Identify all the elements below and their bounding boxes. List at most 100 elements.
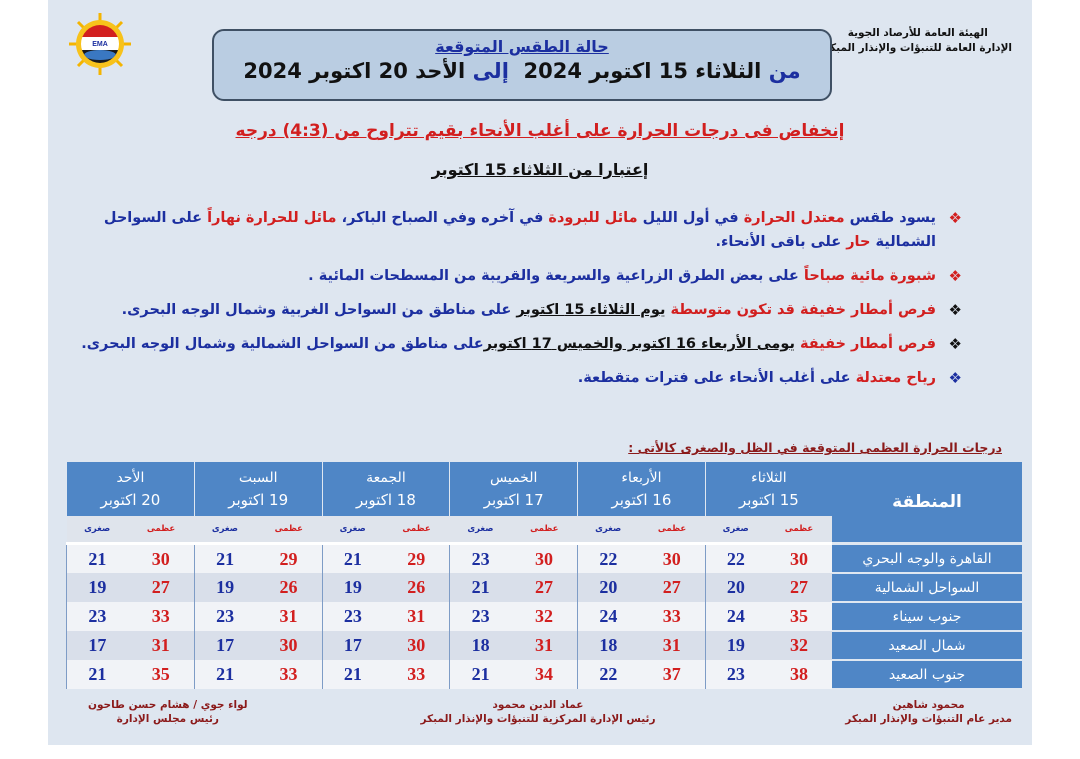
min-temp: 22: [704, 543, 766, 573]
max-temp: 35: [127, 660, 195, 689]
min-label: صغرى: [705, 516, 766, 545]
max-label: عظمى: [383, 516, 450, 545]
bullet-text: فرص أمطار خفيفة قد تكون متوسطة: [665, 302, 936, 318]
day-name: الثلاثاء: [751, 470, 787, 486]
min-temp: 17: [321, 631, 384, 660]
max-label: عظمى: [638, 516, 706, 545]
max-temp: 33: [383, 660, 450, 689]
min-temp: 23: [321, 602, 384, 631]
org-department: الإدارة العامة للتنبؤات والإنذار المبكر: [823, 42, 1012, 54]
min-temp: 24: [704, 602, 766, 631]
min-temp: 18: [577, 631, 639, 660]
min-temp: 23: [449, 602, 511, 631]
max-temp: 27: [127, 573, 195, 602]
to-label: إلى: [472, 59, 509, 83]
bullet-item: ❖ فرص أمطار خفيفة يومى الأربعاء 16 اكتوبر…: [66, 332, 962, 356]
bullet-diamond-icon: ❖: [948, 335, 962, 353]
max-temp: 29: [255, 543, 323, 573]
bullet-diamond-icon: ❖: [948, 369, 962, 387]
max-temp: 29: [383, 543, 450, 573]
min-temp: 23: [704, 660, 766, 689]
min-temp: 19: [65, 573, 128, 602]
min-temp: 21: [321, 543, 384, 573]
bullet-text: مائل للحرارة نهاراً: [207, 210, 337, 226]
signatory-title: مدير عام التنبؤات والإنذار المبكر: [845, 713, 1012, 725]
min-temp: 23: [65, 602, 128, 631]
min-temp: 23: [193, 602, 256, 631]
day-header: الجمعة 18 اكتوبر: [321, 462, 450, 516]
day-header: الأربعاء 16 اكتوبر: [577, 462, 706, 516]
max-temp: 31: [127, 631, 195, 660]
day-date: 16 اكتوبر: [611, 491, 672, 509]
region-header: المنطقة: [832, 462, 1022, 545]
bullet-text: على باقى الأنحاء.: [715, 234, 847, 250]
min-temp: 24: [577, 602, 639, 631]
max-temp: 31: [638, 631, 706, 660]
max-temp: 27: [511, 573, 578, 602]
signature-block: محمود شاهين مدير عام التنبؤات والإنذار ال…: [845, 698, 1012, 726]
bullet-text: على بعض الطرق الزراعية والسريعة والقريبة…: [308, 268, 804, 284]
max-label: عظمى: [766, 516, 832, 545]
bullet-text: على أغلب الأنحاء على فترات متقطعة.: [577, 370, 856, 386]
min-label: صغرى: [66, 516, 128, 545]
min-temp: 17: [193, 631, 256, 660]
table-row: شمال الصعيد 32 19 31 18 31 18 30 17 30 17 31 17: [65, 631, 1022, 661]
signature-block: لواء جوي / هشام حسن طاحون رئيس مجلس الإدا…: [88, 698, 248, 726]
day-header: الثلاثاء 15 اكتوبر: [704, 462, 832, 516]
max-temp: 30: [383, 631, 450, 660]
max-temp: 32: [511, 602, 578, 631]
min-temp: 22: [577, 660, 639, 689]
table-title: درجات الحرارة العظمى المتوقعة في الظل وا…: [628, 440, 1002, 455]
bullet-diamond-icon: ❖: [948, 209, 962, 227]
max-temp: 33: [638, 602, 706, 631]
min-temp: 21: [65, 543, 128, 573]
table-row: جنوب سيناء 35 24 33 24 32 23 31 23 31 23 33 23: [65, 602, 1022, 632]
bullet-diamond-icon: ❖: [948, 267, 962, 285]
bullet-text: مائل للبرودة: [548, 210, 638, 226]
max-temp: 30: [255, 631, 323, 660]
day-header: السبت 19 اكتوبر: [193, 462, 323, 516]
day-header: الأحد 20 اكتوبر: [66, 462, 195, 516]
max-temp: 31: [255, 602, 323, 631]
bullet-text: يسود طقس: [844, 210, 936, 226]
region-name: السواحل الشمالية: [832, 573, 1022, 603]
signature-block: عماد الدين محمود رئيس الإدارة المركزية لل…: [388, 698, 688, 726]
signatory-title: رئيس مجلس الإدارة: [116, 713, 219, 725]
table-row: القاهرة والوجه البحري 30 22 30 22 30 23 29 21 29 2…: [65, 543, 1022, 574]
bullet-text: على مناطق من السواحل الغربية وشمال الوجه…: [121, 302, 517, 318]
bullet-text: في آخره وفي الصباح الباكر،: [336, 210, 549, 226]
day-date: 20 اكتوبر: [100, 491, 161, 509]
from-label: من: [768, 59, 801, 83]
forecast-title: حالة الطقس المتوقعة: [435, 37, 609, 56]
bullet-item: ❖ فرص أمطار خفيفة قد تكون متوسطة يوم الثل…: [66, 298, 962, 322]
signatory-title: رئيس الإدارة المركزية للتنبؤات والإنذار …: [420, 713, 656, 725]
min-temp: 21: [193, 543, 256, 573]
max-temp: 38: [766, 660, 832, 689]
forecast-document: الهيئة العامة للأرصاد الجوية الإدارة الع…: [48, 0, 1032, 745]
max-temp: 30: [638, 543, 706, 573]
min-temp: 21: [193, 660, 256, 689]
signatory-name: محمود شاهين: [892, 699, 965, 711]
min-temp: 22: [577, 543, 639, 573]
signatory-name: لواء جوي / هشام حسن طاحون: [88, 699, 248, 711]
max-temp: 35: [766, 602, 832, 631]
min-temp: 19: [704, 631, 766, 660]
bullet-text: على مناطق من السواحل الشمالية وشمال الوج…: [81, 336, 484, 352]
region-name: جنوب الصعيد: [832, 660, 1022, 690]
to-date: الأحد 20 اكتوبر 2024: [243, 59, 466, 83]
max-temp: 27: [638, 573, 706, 602]
min-label: صغرى: [194, 516, 256, 545]
day-name: الأحد: [116, 470, 145, 486]
max-temp: 31: [511, 631, 578, 660]
max-temp: 26: [383, 573, 450, 602]
bullet-text: معتدل الحرارة: [743, 210, 845, 226]
bullet-item: ❖ يسود طقس معتدل الحرارة في أول الليل مائ…: [66, 206, 962, 254]
max-temp: 37: [638, 660, 706, 689]
max-temp: 30: [511, 543, 578, 573]
min-temp: 21: [449, 573, 511, 602]
min-temp: 21: [321, 660, 384, 689]
day-date: 17 اكتوبر: [483, 491, 544, 509]
bullet-text: رياح معتدلة: [855, 370, 936, 386]
min-temp: 19: [193, 573, 256, 602]
bullet-text: حار: [846, 234, 871, 250]
